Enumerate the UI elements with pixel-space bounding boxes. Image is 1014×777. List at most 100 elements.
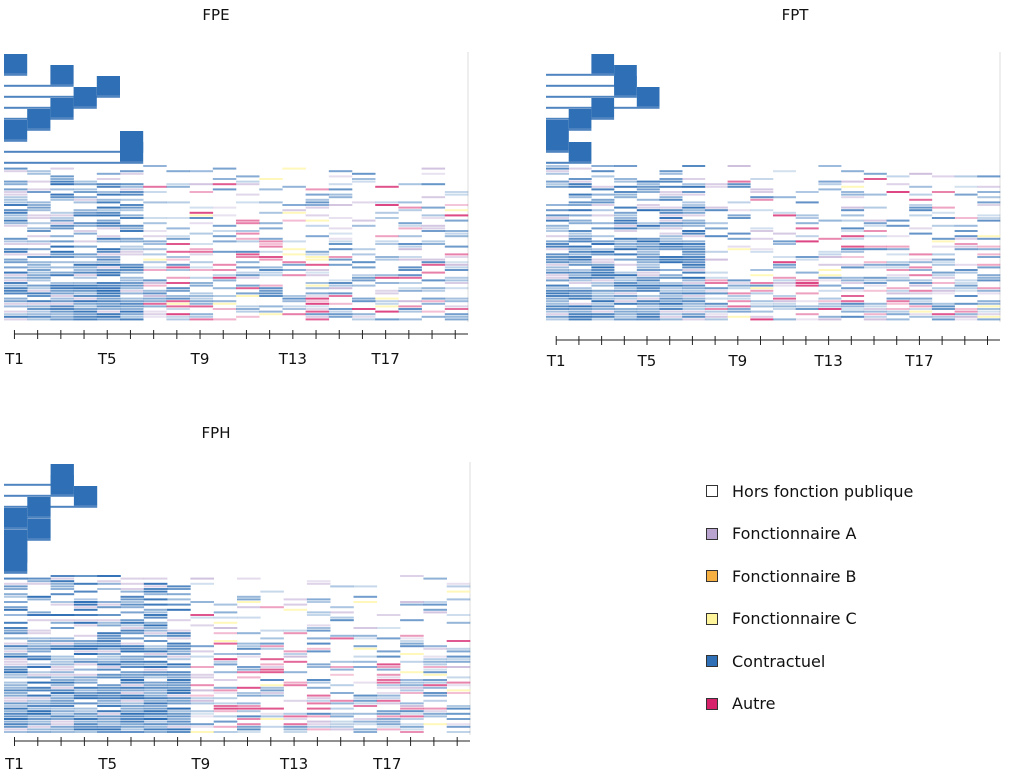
heatmap-cell <box>4 318 28 321</box>
heatmap-cell <box>818 300 842 303</box>
heatmap-cell <box>330 699 354 702</box>
heatmap-cell <box>591 305 615 308</box>
heatmap-cell <box>353 718 378 720</box>
heatmap-cell <box>421 279 446 282</box>
heatmap-cell <box>727 308 751 310</box>
heatmap-cell <box>773 318 796 321</box>
heatmap-cell <box>591 222 615 225</box>
heatmap-cell <box>444 235 469 238</box>
heatmap-cell <box>27 263 51 266</box>
heatmap-cell <box>50 315 74 318</box>
heatmap-cell <box>166 183 190 186</box>
heatmap-cell <box>213 621 238 624</box>
heatmap-cell <box>27 295 51 297</box>
heatmap-cell <box>73 245 98 248</box>
heatmap-cell <box>166 300 190 303</box>
heatmap-cell <box>73 284 98 287</box>
heatmap-cell <box>143 603 168 606</box>
heatmap-cell <box>375 235 399 238</box>
heatmap-cell <box>446 585 471 588</box>
heatmap-cell <box>50 718 75 720</box>
heatmap-cell <box>213 697 238 700</box>
heatmap-cell <box>120 224 144 227</box>
heatmap-cell <box>376 663 401 666</box>
heatmap-cell <box>421 289 446 292</box>
heatmap-cell <box>446 647 471 650</box>
heatmap-cell <box>96 185 121 188</box>
heatmap-cell <box>636 191 660 193</box>
heatmap-cell <box>446 712 471 715</box>
heatmap-cell <box>143 681 168 684</box>
heatmap-cell <box>282 263 306 266</box>
heatmap-cell <box>27 305 51 308</box>
heatmap-cell <box>682 211 706 214</box>
heatmap-cell <box>4 658 28 661</box>
heatmap-cell <box>931 245 955 248</box>
heatmap-cell <box>636 250 660 253</box>
heatmap-cell <box>591 235 615 238</box>
heatmap-cell <box>213 707 238 710</box>
heatmap-cell <box>376 637 401 640</box>
heatmap-cell <box>189 313 214 316</box>
heatmap-cell <box>73 663 98 666</box>
heatmap-cell <box>328 240 353 243</box>
heatmap-cell <box>73 718 98 720</box>
heatmap-cell <box>568 310 592 313</box>
heatmap-cell <box>353 655 378 658</box>
heatmap-cell <box>27 170 51 173</box>
heatmap-cell <box>444 261 469 264</box>
heatmap-cell <box>446 705 471 707</box>
heatmap-cell <box>120 598 145 601</box>
heatmap-cell <box>795 240 819 243</box>
heatmap-cell <box>954 185 978 188</box>
heatmap-cell <box>546 271 569 274</box>
heatmap-cell <box>636 305 660 308</box>
heatmap-cell <box>954 295 978 297</box>
heatmap-cell <box>212 276 237 279</box>
heatmap-cell <box>400 660 424 663</box>
heatmap-cell <box>73 660 98 663</box>
heatmap-cell <box>306 580 331 583</box>
heatmap-cell <box>73 300 98 303</box>
heatmap-cell <box>636 256 660 258</box>
heatmap-cell <box>591 193 615 196</box>
heatmap-cell <box>50 193 74 196</box>
heatmap-cell <box>818 308 842 310</box>
heatmap-cell <box>954 263 978 266</box>
heatmap-cell <box>328 248 353 251</box>
heatmap-cell <box>4 243 28 245</box>
heatmap-fpt: T1 T5 T9 T13 T17 <box>546 52 1001 370</box>
heatmap-cell <box>50 287 74 290</box>
heatmap-cell <box>305 295 330 297</box>
heatmap-cell <box>659 287 683 290</box>
heatmap-cell <box>568 292 592 295</box>
heatmap-cell <box>423 673 447 676</box>
heatmap-cell <box>143 261 167 264</box>
heatmap-cell <box>614 193 638 196</box>
heatmap-cell <box>704 308 728 310</box>
heatmap-cell <box>423 699 447 702</box>
heatmap-cell <box>306 723 331 726</box>
heatmap-cell <box>166 217 190 219</box>
heatmap-cell <box>120 193 144 196</box>
heatmap-cell <box>283 632 308 635</box>
heatmap-cell <box>931 276 955 279</box>
heatmap-cell <box>236 274 260 277</box>
heatmap-cell <box>682 297 706 300</box>
heatmap-cell <box>568 230 592 232</box>
heatmap-cell <box>190 616 214 619</box>
heatmap-cell <box>50 282 74 284</box>
heatmap-cell <box>50 681 75 684</box>
heatmap-cell <box>330 666 354 668</box>
x-tick-label: T1 <box>4 755 24 773</box>
heatmap-cell <box>73 634 98 637</box>
heatmap-cell <box>4 632 28 635</box>
heatmap-cell <box>375 258 399 261</box>
heatmap-cell <box>546 204 569 206</box>
heatmap-cell <box>568 289 592 292</box>
heatmap-cell <box>446 692 471 694</box>
heatmap-cell <box>167 632 191 635</box>
heatmap-cell <box>27 707 51 710</box>
panel-title-fph: FPH <box>201 424 231 442</box>
heatmap-cell <box>212 250 237 253</box>
